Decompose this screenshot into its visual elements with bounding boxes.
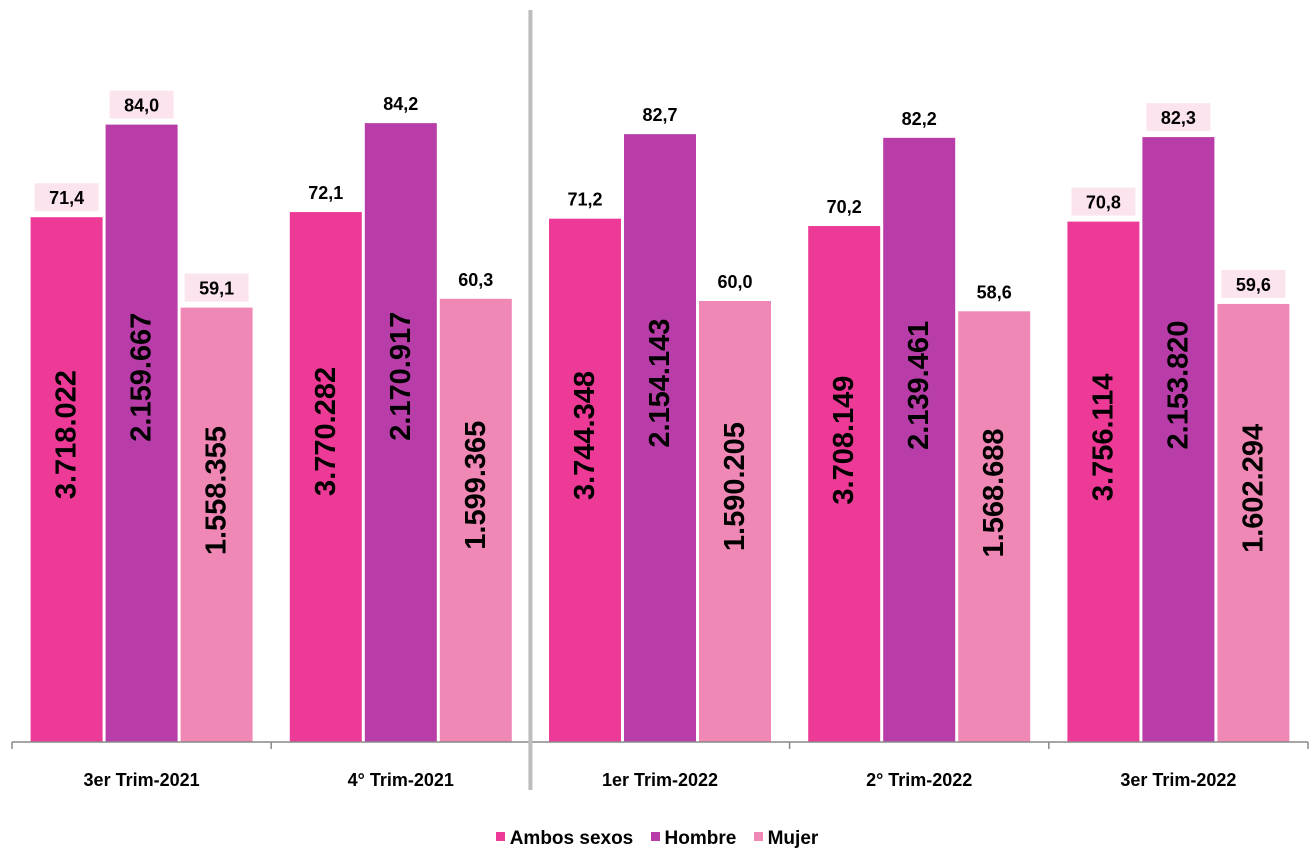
count-label-ambos-sexos-0: 3.718.022 <box>51 370 83 499</box>
count-label-ambos-sexos-1: 3.770.282 <box>310 367 342 496</box>
count-label-mujer-3: 1.568.688 <box>978 428 1010 557</box>
rate-label-ambos-sexos-4: 70,8 <box>1086 193 1121 213</box>
rate-label-hombre-1: 84,2 <box>383 94 418 114</box>
bar-mujer-2 <box>699 301 771 742</box>
bar-mujer-3 <box>958 311 1031 742</box>
rate-label-bg-ambos-sexos-4 <box>1071 187 1136 216</box>
rate-label-mujer-0: 59,1 <box>199 279 234 299</box>
x-tick-label-2: 1er Trim-2022 <box>602 770 718 790</box>
rate-label-ambos-sexos-1: 72,1 <box>308 183 343 203</box>
bar-hombre-3 <box>883 137 956 742</box>
count-label-ambos-sexos-2: 3.744.348 <box>569 371 601 500</box>
count-label-hombre-3: 2.139.461 <box>903 321 935 450</box>
x-tick-label-4: 3er Trim-2022 <box>1120 770 1236 790</box>
legend-label-hombre: Hombre <box>664 828 737 849</box>
count-label-hombre-0: 2.159.667 <box>126 313 158 442</box>
bar-ambos-sexos-4 <box>1067 221 1140 742</box>
legend-item-hombre: Hombre <box>650 828 737 850</box>
rate-label-mujer-3: 58,6 <box>977 282 1012 302</box>
rate-label-ambos-sexos-2: 71,2 <box>567 190 602 210</box>
bar-hombre-4 <box>1142 137 1215 743</box>
rate-label-ambos-sexos-3: 70,2 <box>827 197 862 217</box>
bar-hombre-2 <box>624 134 696 742</box>
bar-hombre-1 <box>364 123 437 742</box>
rate-label-mujer-2: 60,0 <box>717 272 752 292</box>
count-label-hombre-4: 2.153.820 <box>1162 320 1194 449</box>
rate-label-hombre-0: 84,0 <box>124 96 159 116</box>
bar-ambos-sexos-0 <box>30 217 103 742</box>
rate-label-mujer-4: 59,6 <box>1236 275 1271 295</box>
rate-label-bg-mujer-0 <box>184 273 249 302</box>
rate-label-hombre-3: 82,2 <box>902 109 937 129</box>
bar-mujer-4 <box>1217 303 1290 742</box>
count-label-hombre-2: 2.154.143 <box>644 319 676 448</box>
rate-label-bg-hombre-0 <box>109 90 174 119</box>
rate-label-bg-ambos-sexos-0 <box>34 183 99 212</box>
x-tick-label-1: 4° Trim-2021 <box>348 770 454 790</box>
rate-label-ambos-sexos-0: 71,4 <box>49 188 84 208</box>
labels-group: 71,4 3.718.022 84,0 2.159.667 59,1 1.558.355 7… <box>34 90 1286 557</box>
rate-label-hombre-4: 82,3 <box>1161 108 1196 128</box>
legend-label-ambos-sexos: Ambos sexos <box>509 828 634 849</box>
count-label-mujer-0: 1.558.355 <box>201 426 233 555</box>
count-label-ambos-sexos-3: 3.708.149 <box>828 376 860 505</box>
rate-label-bg-mujer-4 <box>1221 269 1286 298</box>
legend-item-ambos-sexos: Ambos sexos <box>495 828 634 850</box>
rate-label-hombre-2: 82,7 <box>642 105 677 125</box>
bar-mujer-0 <box>180 307 253 742</box>
bar-ambos-sexos-2 <box>549 218 621 742</box>
bar-mujer-1 <box>439 298 512 742</box>
count-label-mujer-2: 1.590.205 <box>719 422 751 551</box>
bars-group <box>30 123 1290 743</box>
rate-label-mujer-1: 60,3 <box>458 270 493 290</box>
x-tick-label-3: 2° Trim-2022 <box>866 770 972 790</box>
bar-hombre-0 <box>105 124 178 743</box>
legend-swatch-mujer <box>753 832 763 842</box>
legend-swatch-hombre <box>650 832 660 842</box>
bar-ambos-sexos-1 <box>289 212 362 742</box>
count-label-mujer-1: 1.599.365 <box>460 421 492 550</box>
legend-swatch-ambos-sexos <box>495 832 505 842</box>
legend: Ambos sexos Hombre Mujer <box>0 828 1314 850</box>
legend-item-mujer: Mujer <box>753 828 819 850</box>
x-tick-label-0: 3er Trim-2021 <box>84 770 200 790</box>
rate-label-bg-hombre-4 <box>1146 103 1211 132</box>
count-label-ambos-sexos-4: 3.756.114 <box>1087 374 1119 501</box>
legend-label-mujer: Mujer <box>767 828 819 849</box>
count-label-hombre-1: 2.170.917 <box>385 312 417 441</box>
count-label-mujer-4: 1.602.294 <box>1237 424 1269 553</box>
bar-ambos-sexos-3 <box>808 226 881 742</box>
